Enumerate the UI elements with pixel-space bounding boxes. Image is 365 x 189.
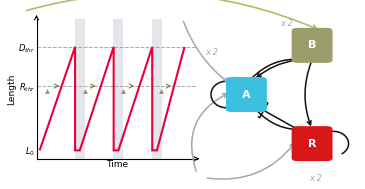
FancyArrowPatch shape <box>257 111 302 132</box>
Text: x 2: x 2 <box>309 174 322 183</box>
Text: R: R <box>308 139 316 149</box>
FancyArrowPatch shape <box>257 60 294 77</box>
Text: A: A <box>242 90 251 99</box>
Text: x 2: x 2 <box>205 48 218 57</box>
X-axis label: Time: Time <box>106 160 128 169</box>
FancyArrowPatch shape <box>252 57 300 78</box>
Bar <box>152 19 162 159</box>
FancyArrowPatch shape <box>305 63 311 125</box>
Bar <box>75 19 85 159</box>
Text: x 2: x 2 <box>280 19 293 28</box>
Bar <box>113 19 123 159</box>
FancyBboxPatch shape <box>292 126 333 161</box>
Text: B: B <box>308 40 316 50</box>
Y-axis label: Length: Length <box>8 73 16 105</box>
FancyBboxPatch shape <box>226 77 267 112</box>
FancyArrowPatch shape <box>258 102 295 128</box>
FancyBboxPatch shape <box>292 28 333 63</box>
